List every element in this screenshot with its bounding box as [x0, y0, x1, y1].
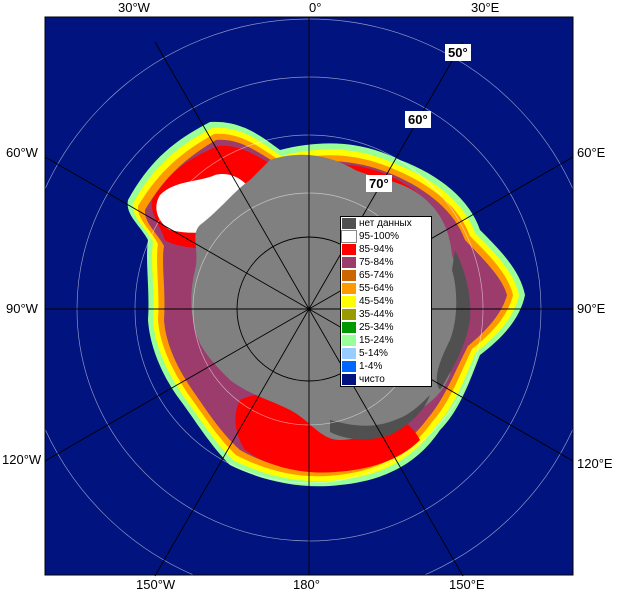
concentration-legend: нет данных 95-100% 85-94% 75-84% 65-74% 55-64…	[340, 216, 432, 387]
legend-label: 95-100%	[359, 231, 400, 242]
legend-item: нет данных	[341, 217, 431, 230]
legend-swatch	[342, 309, 356, 320]
lon-label-right-120e: 120°E	[577, 456, 613, 471]
legend-label: 15-24%	[359, 335, 394, 346]
lon-label-bottom-180: 180°	[293, 577, 320, 592]
legend-item: 95-100%	[341, 230, 431, 243]
legend-label: чисто	[359, 374, 385, 385]
legend-swatch	[342, 361, 356, 372]
lon-label-left-60w: 60°W	[6, 145, 38, 160]
legend-item: 45-54%	[341, 295, 431, 308]
legend-label: 1-4%	[359, 361, 383, 372]
legend-label: 55-64%	[359, 283, 394, 294]
legend-swatch	[341, 230, 357, 243]
lon-label-bottom-150e: 150°E	[449, 577, 485, 592]
legend-item: 5-14%	[341, 347, 431, 360]
lon-label-right-90e: 90°E	[577, 301, 606, 316]
legend-item: 75-84%	[341, 256, 431, 269]
lon-label-left-90w: 90°W	[6, 301, 38, 316]
map-frame	[44, 16, 574, 576]
legend-swatch	[342, 218, 356, 229]
legend-swatch	[342, 283, 356, 294]
lon-label-bottom-150w: 150°W	[136, 577, 176, 592]
legend-label: 85-94%	[359, 244, 394, 255]
lon-label-top-30w: 30°W	[118, 0, 150, 15]
legend-swatch	[342, 270, 356, 281]
legend-item: 15-24%	[341, 334, 431, 347]
lon-label-right-60e: 60°E	[577, 145, 606, 160]
legend-swatch	[342, 244, 356, 255]
legend-label: нет данных	[359, 218, 412, 229]
no-data-area	[436, 250, 471, 390]
meridian-line	[44, 156, 574, 462]
legend-label: 75-84%	[359, 257, 394, 268]
legend-label: 5-14%	[359, 348, 388, 359]
legend-item: 25-34%	[341, 321, 431, 334]
legend-swatch	[342, 374, 356, 385]
legend-swatch	[342, 322, 356, 333]
legend-item: 65-74%	[341, 269, 431, 282]
lon-label-left-120w: 120°W	[2, 452, 42, 467]
legend-swatch	[342, 296, 356, 307]
lon-label-top-0: 0°	[309, 0, 322, 15]
lat-label-60: 60°	[405, 111, 431, 128]
legend-item: 55-64%	[341, 282, 431, 295]
legend-item: 85-94%	[341, 243, 431, 256]
legend-item: 35-44%	[341, 308, 431, 321]
legend-item: 1-4%	[341, 360, 431, 373]
legend-swatch	[342, 335, 356, 346]
no-data-south	[330, 395, 430, 440]
legend-swatch	[342, 257, 356, 268]
legend-label: 35-44%	[359, 309, 394, 320]
lat-label-70: 70°	[366, 175, 392, 192]
legend-item: чисто	[341, 373, 431, 386]
lon-label-top-30e: 30°E	[471, 0, 500, 15]
lat-label-50: 50°	[445, 44, 471, 61]
legend-label: 25-34%	[359, 322, 394, 333]
legend-swatch	[342, 348, 356, 359]
legend-label: 45-54%	[359, 296, 394, 307]
legend-label: 65-74%	[359, 270, 394, 281]
